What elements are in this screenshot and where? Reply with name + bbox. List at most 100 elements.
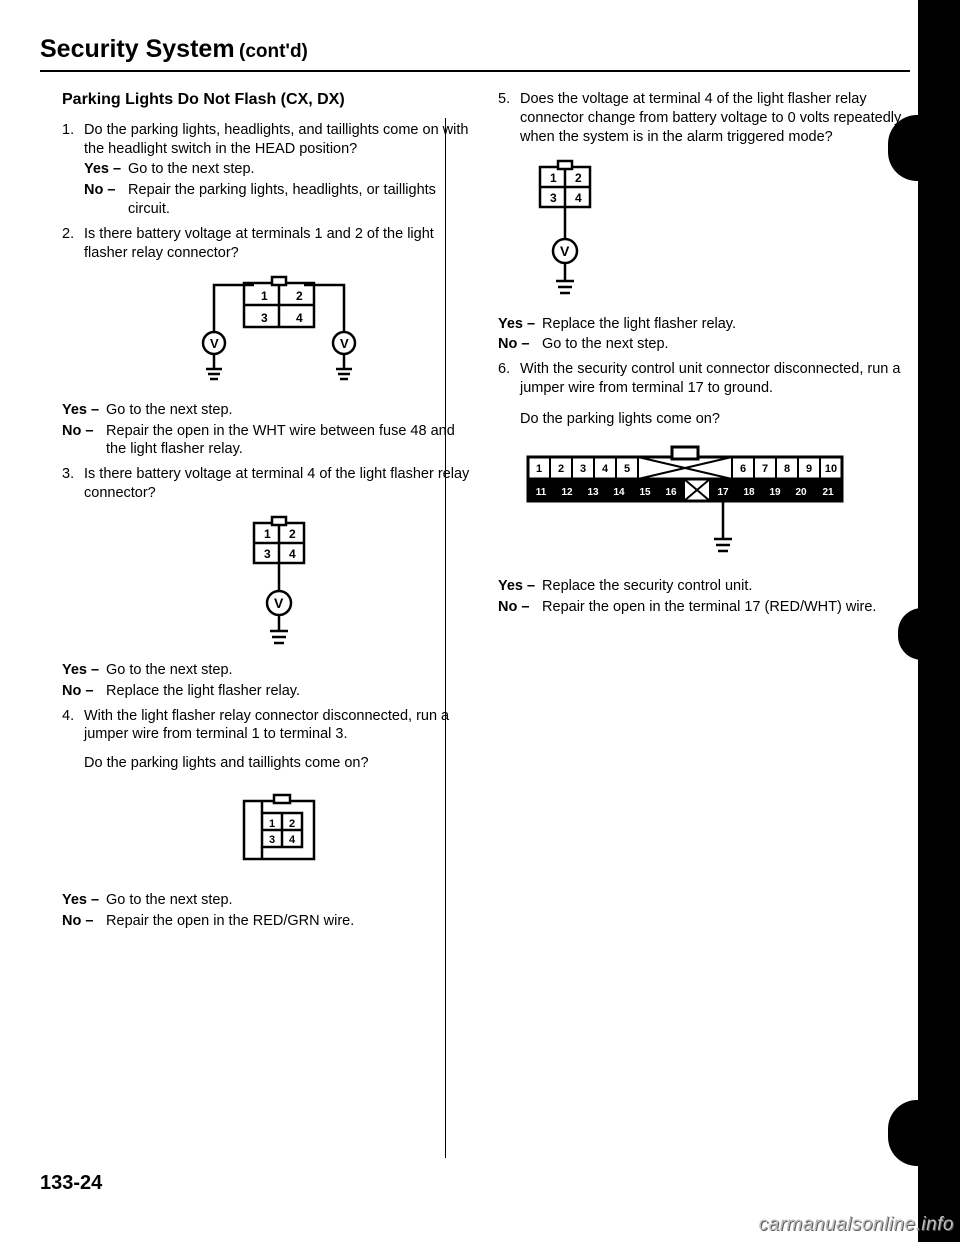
- left-steps: 1. Do the parking lights, headlights, an…: [62, 121, 474, 931]
- svg-text:19: 19: [769, 487, 781, 498]
- page-number: 133-24: [40, 1172, 102, 1195]
- yes-label: Yes –: [62, 401, 102, 420]
- yes-line: Yes – Go to the next step.: [84, 160, 474, 179]
- step-item: 6. With the security control unit connec…: [498, 360, 910, 616]
- no-text: Go to the next step.: [542, 335, 906, 354]
- yes-label: Yes –: [84, 160, 124, 179]
- svg-text:15: 15: [639, 487, 651, 498]
- no-line: No – Replace the light flasher relay.: [62, 682, 474, 701]
- connector-4pin-plain-diagram: 1 2 3 4: [224, 783, 334, 883]
- step-question: Is there battery voltage at terminals 1 …: [84, 226, 434, 261]
- svg-text:21: 21: [822, 487, 834, 498]
- step-item: 2. Is there battery voltage at terminals…: [62, 225, 474, 459]
- svg-text:7: 7: [762, 463, 768, 475]
- svg-text:11: 11: [536, 487, 547, 498]
- no-text: Replace the light flasher relay.: [106, 682, 470, 701]
- svg-text:9: 9: [806, 463, 812, 475]
- svg-text:18: 18: [743, 487, 755, 498]
- watermark-text: carmanualsonline.info: [759, 1214, 954, 1236]
- section-subhead: Parking Lights Do Not Flash (CX, DX): [62, 90, 474, 111]
- svg-text:2: 2: [575, 171, 582, 185]
- yes-text: Go to the next step.: [106, 401, 470, 420]
- left-column: Parking Lights Do Not Flash (CX, DX) 1. …: [40, 90, 474, 937]
- svg-text:10: 10: [825, 463, 837, 475]
- svg-text:1: 1: [261, 289, 268, 303]
- svg-text:1: 1: [536, 463, 542, 475]
- no-label: No –: [498, 335, 538, 354]
- no-text: Repair the parking lights, headlights, o…: [128, 181, 470, 219]
- step-number: 3.: [62, 465, 74, 484]
- svg-text:13: 13: [587, 487, 599, 498]
- svg-text:16: 16: [665, 487, 677, 498]
- step-question: Do the parking lights, headlights, and t…: [84, 122, 468, 157]
- svg-text:1: 1: [264, 527, 271, 541]
- svg-text:5: 5: [624, 463, 630, 475]
- contd-label: (cont'd): [239, 41, 308, 62]
- svg-text:6: 6: [740, 463, 746, 475]
- connector-22pin-diagram: 1 2 3 4 5 6 7 8 9 10: [520, 439, 850, 569]
- connector-4pin-single-diagram: 1 2 3 4 V: [520, 157, 610, 307]
- no-line: No – Repair the open in the RED/GRN wire…: [62, 912, 474, 931]
- svg-text:V: V: [560, 243, 570, 259]
- step-item: 5. Does the voltage at terminal 4 of the…: [498, 90, 910, 354]
- page-title: Security System: [40, 35, 235, 63]
- svg-text:1: 1: [550, 171, 557, 185]
- no-label: No –: [498, 598, 538, 617]
- yes-line: Yes – Go to the next step.: [62, 401, 474, 420]
- svg-text:2: 2: [289, 818, 295, 830]
- svg-text:3: 3: [261, 311, 268, 325]
- svg-text:4: 4: [575, 191, 582, 205]
- connector-4pin-single-diagram: 1 2 3 4 V: [234, 513, 324, 653]
- right-column: 5. Does the voltage at terminal 4 of the…: [498, 90, 910, 937]
- svg-text:4: 4: [602, 463, 609, 475]
- svg-text:2: 2: [296, 289, 303, 303]
- no-label: No –: [62, 682, 102, 701]
- no-line: No – Repair the open in the WHT wire bet…: [62, 422, 474, 460]
- yes-text: Go to the next step.: [106, 661, 470, 680]
- yes-line: Yes – Go to the next step.: [62, 661, 474, 680]
- step-question: Is there battery voltage at terminal 4 o…: [84, 466, 469, 501]
- step-item: 1. Do the parking lights, headlights, an…: [62, 121, 474, 219]
- binder-tab-icon: [888, 115, 946, 181]
- svg-text:4: 4: [289, 547, 296, 561]
- step-question: Does the voltage at terminal 4 of the li…: [520, 91, 901, 145]
- step-number: 1.: [62, 121, 74, 140]
- svg-text:V: V: [340, 336, 349, 351]
- yes-label: Yes –: [62, 661, 102, 680]
- no-text: Repair the open in the terminal 17 (RED/…: [542, 598, 906, 617]
- svg-text:17: 17: [717, 487, 729, 498]
- right-steps: 5. Does the voltage at terminal 4 of the…: [498, 90, 910, 616]
- yes-label: Yes –: [62, 891, 102, 910]
- step-number: 6.: [498, 360, 510, 379]
- svg-text:V: V: [210, 336, 219, 351]
- yes-text: Go to the next step.: [106, 891, 470, 910]
- connector-4pin-2probe-diagram: 1 2 3 4 V: [194, 273, 364, 393]
- svg-text:8: 8: [784, 463, 790, 475]
- no-line: No – Go to the next step.: [498, 335, 910, 354]
- svg-text:V: V: [274, 595, 284, 611]
- svg-text:14: 14: [613, 487, 625, 498]
- yes-text: Replace the light flasher relay.: [542, 315, 906, 334]
- yes-text: Go to the next step.: [128, 160, 470, 179]
- yes-text: Replace the security control unit.: [542, 577, 906, 596]
- yes-line: Yes – Go to the next step.: [62, 891, 474, 910]
- title-area: Security System (cont'd): [40, 35, 910, 72]
- title-rule: [40, 70, 910, 72]
- svg-text:4: 4: [296, 311, 303, 325]
- svg-text:3: 3: [264, 547, 271, 561]
- svg-text:2: 2: [289, 527, 296, 541]
- step-extra: Do the parking lights and taillights com…: [84, 755, 369, 771]
- step-number: 5.: [498, 90, 510, 109]
- body-columns: Parking Lights Do Not Flash (CX, DX) 1. …: [40, 90, 910, 937]
- no-label: No –: [84, 181, 124, 200]
- svg-text:3: 3: [550, 191, 557, 205]
- binder-tab-icon: [898, 608, 946, 660]
- yes-line: Yes – Replace the light flasher relay.: [498, 315, 910, 334]
- step-item: 4. With the light flasher relay connecto…: [62, 707, 474, 931]
- step-number: 4.: [62, 707, 74, 726]
- step-number: 2.: [62, 225, 74, 244]
- yes-label: Yes –: [498, 315, 538, 334]
- step-item: 3. Is there battery voltage at terminal …: [62, 465, 474, 700]
- no-line: No – Repair the open in the terminal 17 …: [498, 598, 910, 617]
- no-label: No –: [62, 912, 102, 931]
